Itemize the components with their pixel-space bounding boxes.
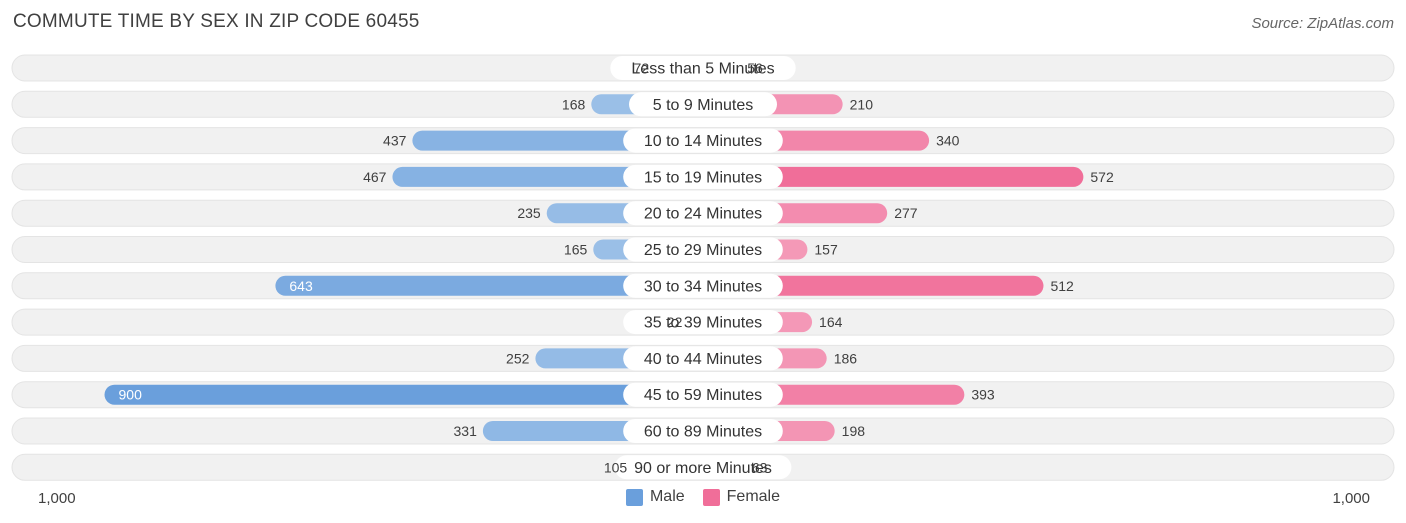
legend: Male Female — [0, 488, 1406, 506]
female-value-label: 512 — [1050, 278, 1074, 294]
axis-right-label: 1,000 — [1332, 490, 1370, 507]
legend-item-male[interactable]: Male — [625, 488, 685, 506]
category-pill — [623, 164, 783, 189]
female-value-label: 393 — [971, 387, 995, 403]
axis-left-label: 1,000 — [38, 490, 76, 507]
female-bar — [703, 275, 1044, 296]
male-value-label: 168 — [562, 96, 586, 112]
category-label: 40 to 44 Minutes — [644, 351, 762, 368]
legend-label-male: Male — [649, 488, 685, 505]
category-label: 90 or more Minutes — [634, 460, 772, 477]
female-value-label: 157 — [814, 242, 838, 258]
female-value-label: 340 — [936, 133, 960, 149]
category-label: Less than 5 Minutes — [631, 61, 774, 78]
category-pill — [614, 455, 792, 480]
female-value-label: 210 — [850, 96, 874, 112]
female-value-label: 186 — [834, 350, 858, 366]
male-bar — [104, 384, 703, 405]
category-pill — [623, 201, 783, 226]
category-label: 60 to 89 Minutes — [644, 424, 762, 441]
category-label: 20 to 24 Minutes — [644, 206, 762, 223]
male-bar — [275, 275, 703, 296]
female-value-label: 198 — [842, 423, 866, 439]
category-label: 35 to 39 Minutes — [644, 315, 762, 332]
category-pill — [623, 419, 783, 443]
category-pill — [623, 128, 783, 153]
female-value-label: 277 — [894, 205, 918, 221]
source-label: Source: ZipAtlas.com — [1251, 15, 1394, 32]
male-value-label: 165 — [564, 242, 588, 258]
female-value-label: 572 — [1090, 169, 1114, 185]
legend-swatch-male — [625, 488, 643, 506]
category-label: 5 to 9 Minutes — [653, 97, 754, 114]
category-label: 15 to 19 Minutes — [644, 169, 762, 186]
male-value-label: 72 — [634, 60, 650, 76]
legend-swatch-female — [702, 488, 720, 506]
male-value-label: 643 — [289, 278, 313, 294]
male-value-label: 22 — [667, 314, 683, 330]
female-bar — [703, 166, 1084, 187]
category-label: 25 to 29 Minutes — [644, 242, 762, 259]
male-value-label: 437 — [383, 133, 407, 149]
legend-label-female: Female — [726, 488, 781, 505]
male-value-label: 467 — [363, 169, 387, 185]
category-pill — [623, 310, 783, 335]
category-label: 45 to 59 Minutes — [644, 387, 762, 404]
category-pill — [623, 382, 783, 407]
male-value-label: 235 — [517, 205, 541, 221]
category-pill — [623, 346, 783, 371]
legend-item-female[interactable]: Female — [702, 488, 781, 506]
category-pill — [629, 92, 777, 117]
male-value-label: 900 — [119, 387, 143, 403]
female-value-label: 56 — [747, 60, 763, 76]
male-value-label: 331 — [454, 423, 478, 439]
category-pill — [623, 273, 783, 298]
category-label: 30 to 34 Minutes — [644, 278, 762, 295]
chart-title: COMMUTE TIME BY SEX IN ZIP CODE 60455 — [13, 11, 420, 32]
female-value-label: 63 — [752, 459, 768, 475]
category-pill — [623, 237, 783, 262]
category-label: 10 to 14 Minutes — [644, 133, 762, 150]
female-value-label: 164 — [819, 314, 843, 330]
category-pill — [610, 56, 796, 80]
male-value-label: 105 — [604, 459, 628, 475]
male-value-label: 252 — [506, 350, 530, 366]
